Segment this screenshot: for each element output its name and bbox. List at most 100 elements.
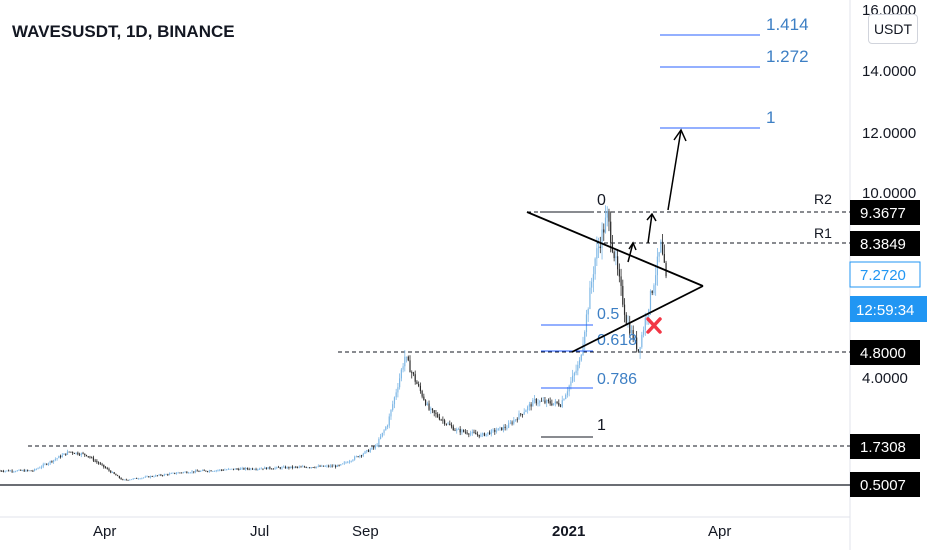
candle-body — [366, 450, 368, 452]
candle-body — [636, 337, 638, 350]
candle-body — [305, 467, 307, 468]
price-label-1-73: 1.7308 — [860, 439, 906, 456]
candle-body — [149, 476, 152, 478]
candle-body — [279, 467, 281, 469]
candle-body — [634, 337, 636, 340]
candle-body — [606, 211, 608, 218]
candle-body — [264, 467, 266, 469]
candle-body — [511, 422, 513, 424]
triangle-lower-line[interactable] — [571, 285, 704, 353]
candle-body — [449, 423, 451, 426]
candle-body — [212, 471, 214, 472]
candle-body — [11, 470, 13, 472]
candle-body — [177, 472, 179, 474]
candle-body — [300, 466, 302, 468]
candle-body — [537, 402, 539, 404]
horizontal-levels[interactable]: R2 R1 — [0, 191, 850, 486]
candle-body — [492, 429, 494, 431]
candle-body — [328, 465, 330, 467]
candle-body — [96, 460, 98, 463]
candle-body — [0, 470, 1, 472]
fib-extension[interactable]: 1.414 1.272 1 — [660, 15, 809, 129]
candle-body — [618, 269, 620, 277]
candle-body — [106, 468, 108, 469]
arrow-to-r1[interactable] — [627, 242, 634, 263]
candle-body — [653, 285, 655, 294]
candle-body — [28, 470, 31, 472]
candle-body — [27, 470, 29, 471]
candle-body — [75, 452, 77, 454]
candle-body — [239, 468, 242, 470]
arrow-to-target[interactable] — [667, 129, 682, 211]
candle-body — [546, 400, 548, 403]
candle-body — [539, 400, 541, 403]
projection-arrows[interactable] — [627, 128, 687, 263]
arrow-to-target-head[interactable] — [673, 128, 687, 142]
arrow-to-r1-head[interactable] — [628, 241, 637, 251]
candle-body — [573, 373, 575, 376]
candle-body — [179, 472, 181, 474]
candle-body — [16, 470, 18, 472]
candle-body — [46, 463, 48, 465]
candle-body — [551, 403, 553, 406]
candle-body — [104, 467, 107, 469]
candle-body — [617, 256, 619, 270]
candle-body — [208, 470, 210, 472]
candle-body — [231, 468, 233, 470]
y-tick-label: 10.0000 — [862, 185, 916, 202]
candle-body — [561, 400, 563, 407]
arrow-to-r2[interactable] — [647, 213, 653, 244]
candle-body — [226, 469, 228, 471]
candle-body — [9, 470, 11, 472]
triangle-pattern[interactable] — [526, 211, 704, 353]
candle-body — [367, 450, 370, 452]
fib-retracement[interactable]: 0 0.5 0.618 0.786 1 — [540, 192, 637, 438]
candle-body — [155, 475, 157, 477]
candle-body — [469, 433, 472, 435]
candle-body — [167, 474, 169, 476]
candle-body — [65, 453, 67, 455]
candle-body — [444, 420, 446, 424]
candle-body — [201, 470, 204, 472]
candle-body — [390, 409, 392, 417]
candle-body — [82, 453, 84, 455]
candle-body — [547, 400, 550, 402]
price-label-bg — [850, 340, 920, 365]
candle-body — [566, 391, 569, 395]
candle-body — [480, 434, 482, 437]
y-tick-label: 4.0000 — [862, 370, 908, 387]
currency-unit-button[interactable]: USDT — [868, 14, 918, 44]
chart-title: WAVESUSDT, 1D, BINANCE — [12, 22, 235, 41]
candle-body — [506, 427, 508, 429]
candle-body — [431, 408, 434, 411]
candle-body — [132, 478, 134, 480]
candle-body — [14, 471, 17, 473]
candle-body — [341, 463, 344, 465]
candle-body — [174, 472, 176, 474]
candle-body — [426, 403, 428, 405]
candle-body — [362, 453, 364, 456]
fib-0.618-label: 0.618 — [597, 332, 637, 349]
candle-body — [578, 360, 581, 365]
candle-body — [608, 211, 610, 222]
candle-body — [251, 468, 254, 470]
triangle-upper-line[interactable] — [526, 211, 704, 287]
candle-body — [13, 471, 15, 473]
candle-body — [352, 459, 354, 461]
candle-body — [563, 399, 565, 401]
candle-body — [312, 467, 314, 468]
candle-body — [438, 417, 441, 420]
candle-body — [187, 472, 190, 474]
candle-body — [530, 404, 532, 407]
candle-body — [291, 466, 293, 468]
candle-body — [310, 467, 312, 468]
candle-body — [418, 384, 420, 386]
fib-0.786-label: 0.786 — [597, 371, 637, 388]
candle-body — [146, 476, 148, 478]
candle-body — [421, 391, 423, 397]
y-tick-label: 14.0000 — [862, 63, 916, 80]
candle-body — [53, 460, 55, 462]
arrow-to-r2-head[interactable] — [646, 212, 657, 222]
